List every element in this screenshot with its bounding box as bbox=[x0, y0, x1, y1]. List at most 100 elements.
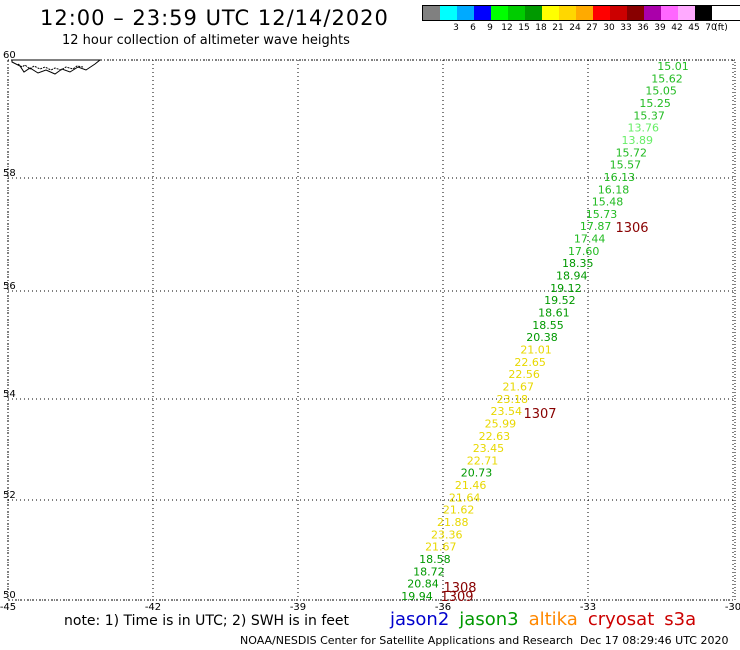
wave-height-label: 21.88 bbox=[437, 516, 469, 529]
wave-height-label: 16.18 bbox=[598, 183, 630, 196]
pass-number-label: 1308 bbox=[443, 581, 476, 596]
wave-height-label: 19.12 bbox=[550, 282, 582, 295]
legend-tick: 42 bbox=[671, 23, 683, 33]
legend-unit: (ft) bbox=[714, 23, 728, 33]
legend-swatch bbox=[525, 6, 542, 20]
legend-swatch bbox=[491, 6, 508, 20]
legend-swatch bbox=[559, 6, 576, 20]
legend-swatch bbox=[542, 6, 559, 20]
wave-height-label: 21.67 bbox=[502, 380, 534, 393]
wave-height-label: 18.35 bbox=[562, 257, 594, 270]
axis-tick-labels: -45 -42 -39 -36 -33 -30 60 58 56 54 52 50 bbox=[0, 50, 740, 613]
wave-height-label: 18.72 bbox=[413, 565, 445, 578]
legend-swatch bbox=[474, 6, 491, 20]
legend-swatch bbox=[576, 6, 593, 20]
wave-height-label: 21.46 bbox=[455, 479, 487, 492]
legend-swatches bbox=[422, 5, 740, 21]
legend-tick: 45 bbox=[688, 23, 700, 33]
legend-tick: 33 bbox=[620, 23, 632, 33]
legend-tick: 70 bbox=[705, 23, 717, 33]
wave-height-label: 19.52 bbox=[544, 294, 576, 307]
color-legend: 3 6 9 12 15 18 21 24 27 30 33 36 39 42 45 70 (ft) bbox=[422, 5, 740, 35]
pass-number-label: 1309 bbox=[440, 590, 473, 605]
wave-height-label: 18.55 bbox=[532, 319, 564, 332]
wave-height-label: 17.60 bbox=[568, 245, 600, 258]
wave-height-label: 15.62 bbox=[651, 72, 683, 85]
credit-text: NOAA/NESDIS Center for Satellite Applica… bbox=[240, 634, 574, 647]
wave-height-label: 15.37 bbox=[633, 109, 665, 122]
units-note: note: 1) Time is in UTC; 2) SWH is in fe… bbox=[64, 613, 350, 629]
lon-tick-label: -33 bbox=[580, 602, 596, 613]
lat-tick-label: 52 bbox=[3, 490, 16, 501]
map-frame bbox=[7, 59, 736, 601]
wave-height-label: 20.84 bbox=[407, 578, 439, 591]
wave-height-label: 17.44 bbox=[574, 233, 606, 246]
pass-number-label: 1306 bbox=[615, 221, 648, 236]
legend-swatch bbox=[678, 6, 695, 20]
wave-height-label: 15.72 bbox=[616, 146, 648, 159]
wave-height-label: 15.01 bbox=[657, 60, 689, 73]
legend-tick-labels: 3 6 9 12 15 18 21 24 27 30 33 36 39 42 45 70 (ft) bbox=[422, 21, 740, 35]
legend-tick: 24 bbox=[569, 23, 581, 33]
legend-tick: 9 bbox=[487, 23, 493, 33]
legend-tick: 27 bbox=[586, 23, 598, 33]
pass-number-label: 1307 bbox=[523, 407, 556, 422]
legend-swatch bbox=[695, 6, 712, 20]
wave-height-label: 23.54 bbox=[491, 405, 523, 418]
wave-height-label: 21.67 bbox=[425, 541, 457, 554]
lat-tick-label: 50 bbox=[3, 590, 16, 601]
chart-subtitle: 12 hour collection of altimeter wave hei… bbox=[62, 33, 350, 48]
legend-swatch bbox=[593, 6, 610, 20]
legend-tick: 12 bbox=[501, 23, 513, 33]
wave-height-label: 21.64 bbox=[449, 491, 481, 504]
wave-height-label: 21.01 bbox=[520, 343, 552, 356]
coastline-detail bbox=[17, 63, 84, 71]
wave-height-label: 19.94 bbox=[401, 590, 433, 603]
legend-tick: 15 bbox=[518, 23, 530, 33]
legend-tick: 18 bbox=[535, 23, 547, 33]
legend-swatch bbox=[508, 6, 525, 20]
lon-tick-label: -30 bbox=[725, 602, 740, 613]
wave-height-label: 17.87 bbox=[580, 220, 612, 233]
wave-height-label: 15.57 bbox=[610, 159, 642, 172]
chart-title: 12:00 – 23:59 UTC 12/14/2020 bbox=[40, 6, 389, 30]
legend-tick: 6 bbox=[470, 23, 476, 33]
legend-swatch bbox=[440, 6, 457, 20]
wave-height-label: 20.38 bbox=[526, 331, 558, 344]
wave-height-label: 15.73 bbox=[586, 208, 618, 221]
wave-height-label: 13.89 bbox=[622, 134, 654, 147]
wave-height-label: 18.61 bbox=[538, 307, 570, 320]
wave-height-label: 18.58 bbox=[419, 553, 451, 566]
wave-height-label: 16.13 bbox=[604, 171, 636, 184]
satellite-track: 15.0115.6215.0515.2515.3713.7613.8915.72… bbox=[401, 60, 689, 603]
lat-tick-label: 56 bbox=[3, 281, 16, 292]
lat-tick-label: 58 bbox=[3, 168, 16, 179]
wave-height-label: 18.94 bbox=[556, 270, 588, 283]
wave-height-label: 13.76 bbox=[627, 122, 659, 135]
legend-tick: 39 bbox=[654, 23, 666, 33]
wave-height-label: 22.63 bbox=[479, 430, 511, 443]
lon-tick-label: -36 bbox=[435, 602, 451, 613]
wave-height-label: 25.99 bbox=[485, 417, 517, 430]
satellite-name: cryosat bbox=[587, 609, 655, 630]
wave-height-label: 15.25 bbox=[639, 97, 671, 110]
lon-tick-label: -39 bbox=[290, 602, 306, 613]
wave-height-label: 23.36 bbox=[431, 528, 463, 541]
wave-height-label: 15.05 bbox=[645, 85, 677, 98]
satellite-legend: jason2 jason3 altika cryosat s3a bbox=[390, 609, 706, 630]
wave-height-label: 21.62 bbox=[443, 504, 475, 517]
legend-swatch bbox=[661, 6, 678, 20]
wave-height-label: 20.73 bbox=[461, 467, 493, 480]
wave-height-label: 22.71 bbox=[467, 454, 499, 467]
lat-tick-label: 54 bbox=[3, 389, 16, 400]
lat-tick-label: 60 bbox=[3, 50, 16, 61]
legend-swatch bbox=[644, 6, 661, 20]
wave-height-label: 15.48 bbox=[592, 196, 624, 209]
generated-timestamp: Dec 17 08:29:46 UTC 2020 bbox=[580, 634, 729, 647]
legend-tick: 21 bbox=[552, 23, 564, 33]
wave-height-label: 23.18 bbox=[497, 393, 529, 406]
legend-tick: 36 bbox=[637, 23, 649, 33]
legend-tick: 30 bbox=[603, 23, 615, 33]
